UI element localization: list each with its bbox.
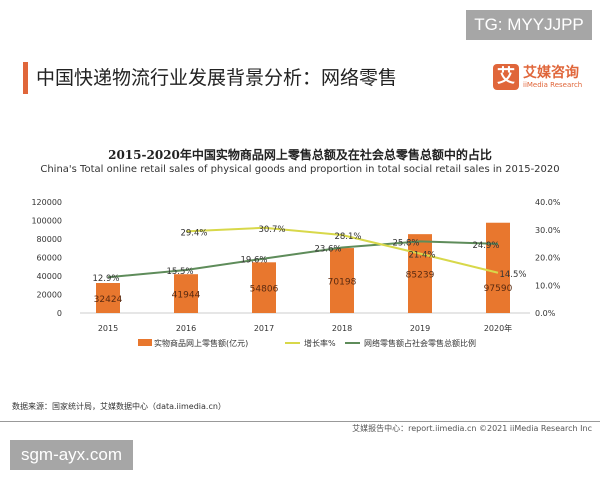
share-line-data-label: 23.6% [314, 245, 341, 255]
legend-bar-swatch [138, 339, 152, 346]
y-left-tick-label: 100000 [31, 217, 62, 226]
y-right-tick-label: 10.0% [535, 281, 561, 290]
y-left-tick-label: 40000 [37, 272, 62, 281]
bar-data-label: 32424 [94, 295, 123, 305]
title-accent-bar [23, 62, 28, 94]
y-right-tick-label: 30.0% [535, 226, 561, 235]
x-tick-label: 2018 [332, 324, 352, 333]
watermark-bottom: sgm-ayx.com [10, 440, 133, 470]
legend-growth-label: 增长率% [304, 338, 336, 348]
page-title: 中国快递物流行业发展背景分析：网络零售 [36, 67, 398, 89]
bar [486, 222, 510, 313]
share-line-data-label: 19.6% [240, 256, 267, 266]
bar-data-label: 97590 [484, 284, 513, 294]
x-tick-label: 2019 [410, 324, 430, 333]
share-line-data-label: 12.9% [92, 274, 119, 284]
growth-line-data-label: 30.7% [258, 225, 285, 235]
y-left-tick-label: 80000 [37, 235, 62, 244]
share-line-data-label: 24.9% [472, 241, 499, 251]
y-left-tick-label: 120000 [31, 198, 62, 207]
y-left-tick-label: 0 [57, 309, 62, 318]
growth-line-data-label: 14.5% [499, 270, 526, 280]
growth-line-data-label: 21.4% [408, 251, 435, 261]
share-line-data-label: 15.5% [166, 267, 193, 277]
growth-line-data-label: 28.1% [334, 232, 361, 242]
bar [252, 262, 276, 313]
bar [408, 234, 432, 313]
bar [174, 274, 198, 313]
y-right-tick-label: 40.0% [535, 198, 561, 207]
growth-line-data-label: 29.4% [180, 228, 207, 238]
y-left-tick-label: 20000 [37, 291, 62, 300]
x-tick-label: 2015 [98, 324, 118, 333]
x-tick-label: 2016 [176, 324, 196, 333]
bar-data-label: 41944 [172, 291, 201, 301]
data-source: 数据来源：国家统计局，艾媒数据中心（data.iimedia.cn） [12, 402, 226, 411]
share-line [107, 240, 499, 279]
bar-data-label: 70198 [328, 278, 357, 288]
logo-text-cn: 艾媒咨询 [523, 65, 579, 81]
share-line-data-label: 25.8% [392, 238, 419, 248]
growth-line [185, 226, 499, 274]
logo-mark: 艾 [493, 64, 519, 90]
bar-data-label: 85239 [406, 271, 435, 281]
x-tick-label: 2020年 [484, 323, 512, 333]
watermark-top: TG: MYYJJPP [466, 10, 592, 40]
bar [330, 248, 354, 313]
logo-text-en: iiMedia Research [523, 81, 583, 89]
footer-credit: 艾媒报告中心：report.iimedia.cn ©2021 iiMedia R… [352, 424, 592, 433]
divider [0, 421, 600, 422]
chart-subtitle: China's Total online retail sales of phy… [40, 164, 560, 175]
y-left-tick-label: 60000 [37, 254, 62, 263]
imedia-logo: 艾 艾媒咨询 iiMedia Research [493, 62, 593, 94]
bar [96, 283, 120, 313]
legend-share-label: 网络零售额占社会零售总额比例 [364, 338, 476, 348]
y-right-tick-label: 20.0% [535, 254, 561, 263]
legend-bar-label: 实物商品网上零售额(亿元) [154, 338, 248, 348]
y-right-tick-label: 0.0% [535, 309, 556, 318]
x-tick-label: 2017 [254, 324, 274, 333]
chart-title: 2015-2020年中国实物商品网上零售总额及在社会总零售总额中的占比 [108, 148, 492, 162]
bar-data-label: 54806 [250, 285, 279, 295]
